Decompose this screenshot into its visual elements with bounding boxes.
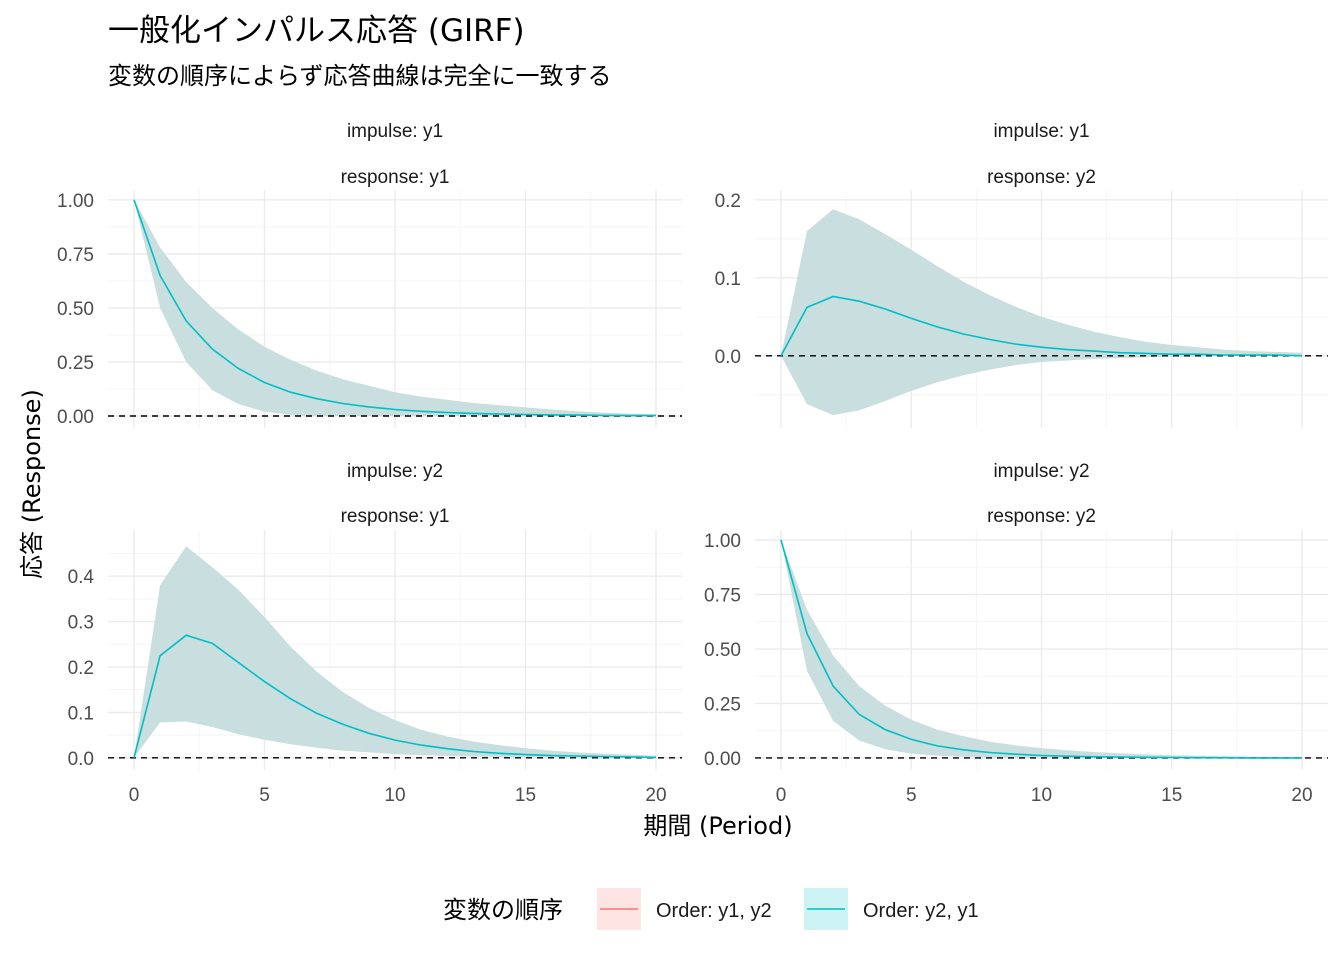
x-tick-label: 0: [776, 785, 787, 806]
response-line: [780, 539, 1302, 759]
y-tick-label: 0.50: [57, 299, 94, 320]
y-tick-label: 0.0: [68, 749, 94, 770]
x-tick-label: 10: [1031, 785, 1052, 806]
legend-label-order-y2-y1: Order: y2, y1: [863, 900, 979, 922]
y-tick-label: 0.1: [715, 269, 741, 290]
facet-impulse-label: impulse: y2: [347, 461, 443, 482]
facet-impulse-label: impulse: y2: [993, 461, 1089, 482]
y-tick-label: 0.2: [715, 191, 741, 212]
x-tick-label: 10: [384, 785, 405, 806]
y-tick-label: 0.50: [704, 640, 741, 661]
legend-label-order-y1-y2: Order: y1, y2: [656, 900, 772, 922]
facet-panel-4: 1.00 0.75 0.50 0.25 0.00 0 5 10 15 20 impulse: y2 r…: [704, 461, 1328, 806]
x-tick-label: 15: [1161, 785, 1182, 806]
facet-response-label: response: y2: [987, 167, 1096, 188]
x-tick-label: 5: [906, 785, 917, 806]
facet-response-label: response: y1: [341, 167, 450, 188]
facet-impulse-label: impulse: y1: [347, 121, 443, 142]
x-axis-title: 期間 (Period): [643, 812, 792, 840]
y-tick-label: 0.25: [57, 353, 94, 374]
response-line: [780, 295, 1303, 357]
chart-subtitle: 変数の順序によらず応答曲線は完全に一致する: [108, 62, 612, 90]
y-tick-label: 1.00: [57, 191, 94, 212]
y-tick-label: 0.00: [57, 407, 94, 428]
y-tick-label: 0.75: [57, 245, 94, 266]
confidence-band: [781, 209, 1302, 416]
legend-entry-order-y1-y2: Order: y1, y2: [597, 888, 772, 930]
x-tick-label: 0: [129, 785, 140, 806]
chart-title: 一般化インパルス応答 (GIRF): [108, 13, 525, 49]
confidence-band: [134, 199, 656, 416]
y-tick-label: 0.1: [68, 703, 94, 724]
legend-entry-order-y2-y1: Order: y2, y1: [804, 888, 979, 930]
y-tick-label: 0.00: [704, 749, 741, 770]
y-tick-label: 0.0: [715, 347, 741, 368]
legend: 変数の順序 Order: y1, y2 Order: y2, y1: [443, 888, 979, 930]
facet-impulse-label: impulse: y1: [993, 121, 1089, 142]
x-tick-label: 20: [645, 785, 666, 806]
y-tick-label: 0.25: [704, 694, 741, 715]
confidence-band: [134, 546, 656, 758]
x-tick-label: 20: [1291, 785, 1312, 806]
y-tick-label: 0.75: [704, 585, 741, 606]
y-tick-label: 0.4: [68, 567, 95, 588]
facet-response-label: response: y1: [341, 506, 450, 527]
facet-panel-1: 1.00 0.75 0.50 0.25 0.00 impulse: y1 response:…: [57, 121, 682, 428]
y-axis-title: 応答 (Response): [18, 389, 46, 579]
facet-panel-2: 0.2 0.1 0.0 impulse: y1 response: y2: [715, 121, 1328, 428]
y-tick-label: 0.3: [68, 613, 94, 634]
y-tick-label: 0.2: [68, 658, 94, 679]
x-tick-label: 15: [515, 785, 536, 806]
legend-title: 変数の順序: [443, 896, 563, 924]
x-tick-label: 5: [259, 785, 270, 806]
facet-panel-3: 0.4 0.3 0.2 0.1 0.0 0 5 10 15 20 impulse: y2 respon…: [68, 461, 682, 806]
response-line: [133, 199, 656, 417]
response-line: [133, 634, 657, 759]
facet-response-label: response: y2: [987, 506, 1096, 527]
y-tick-label: 1.00: [704, 531, 741, 552]
